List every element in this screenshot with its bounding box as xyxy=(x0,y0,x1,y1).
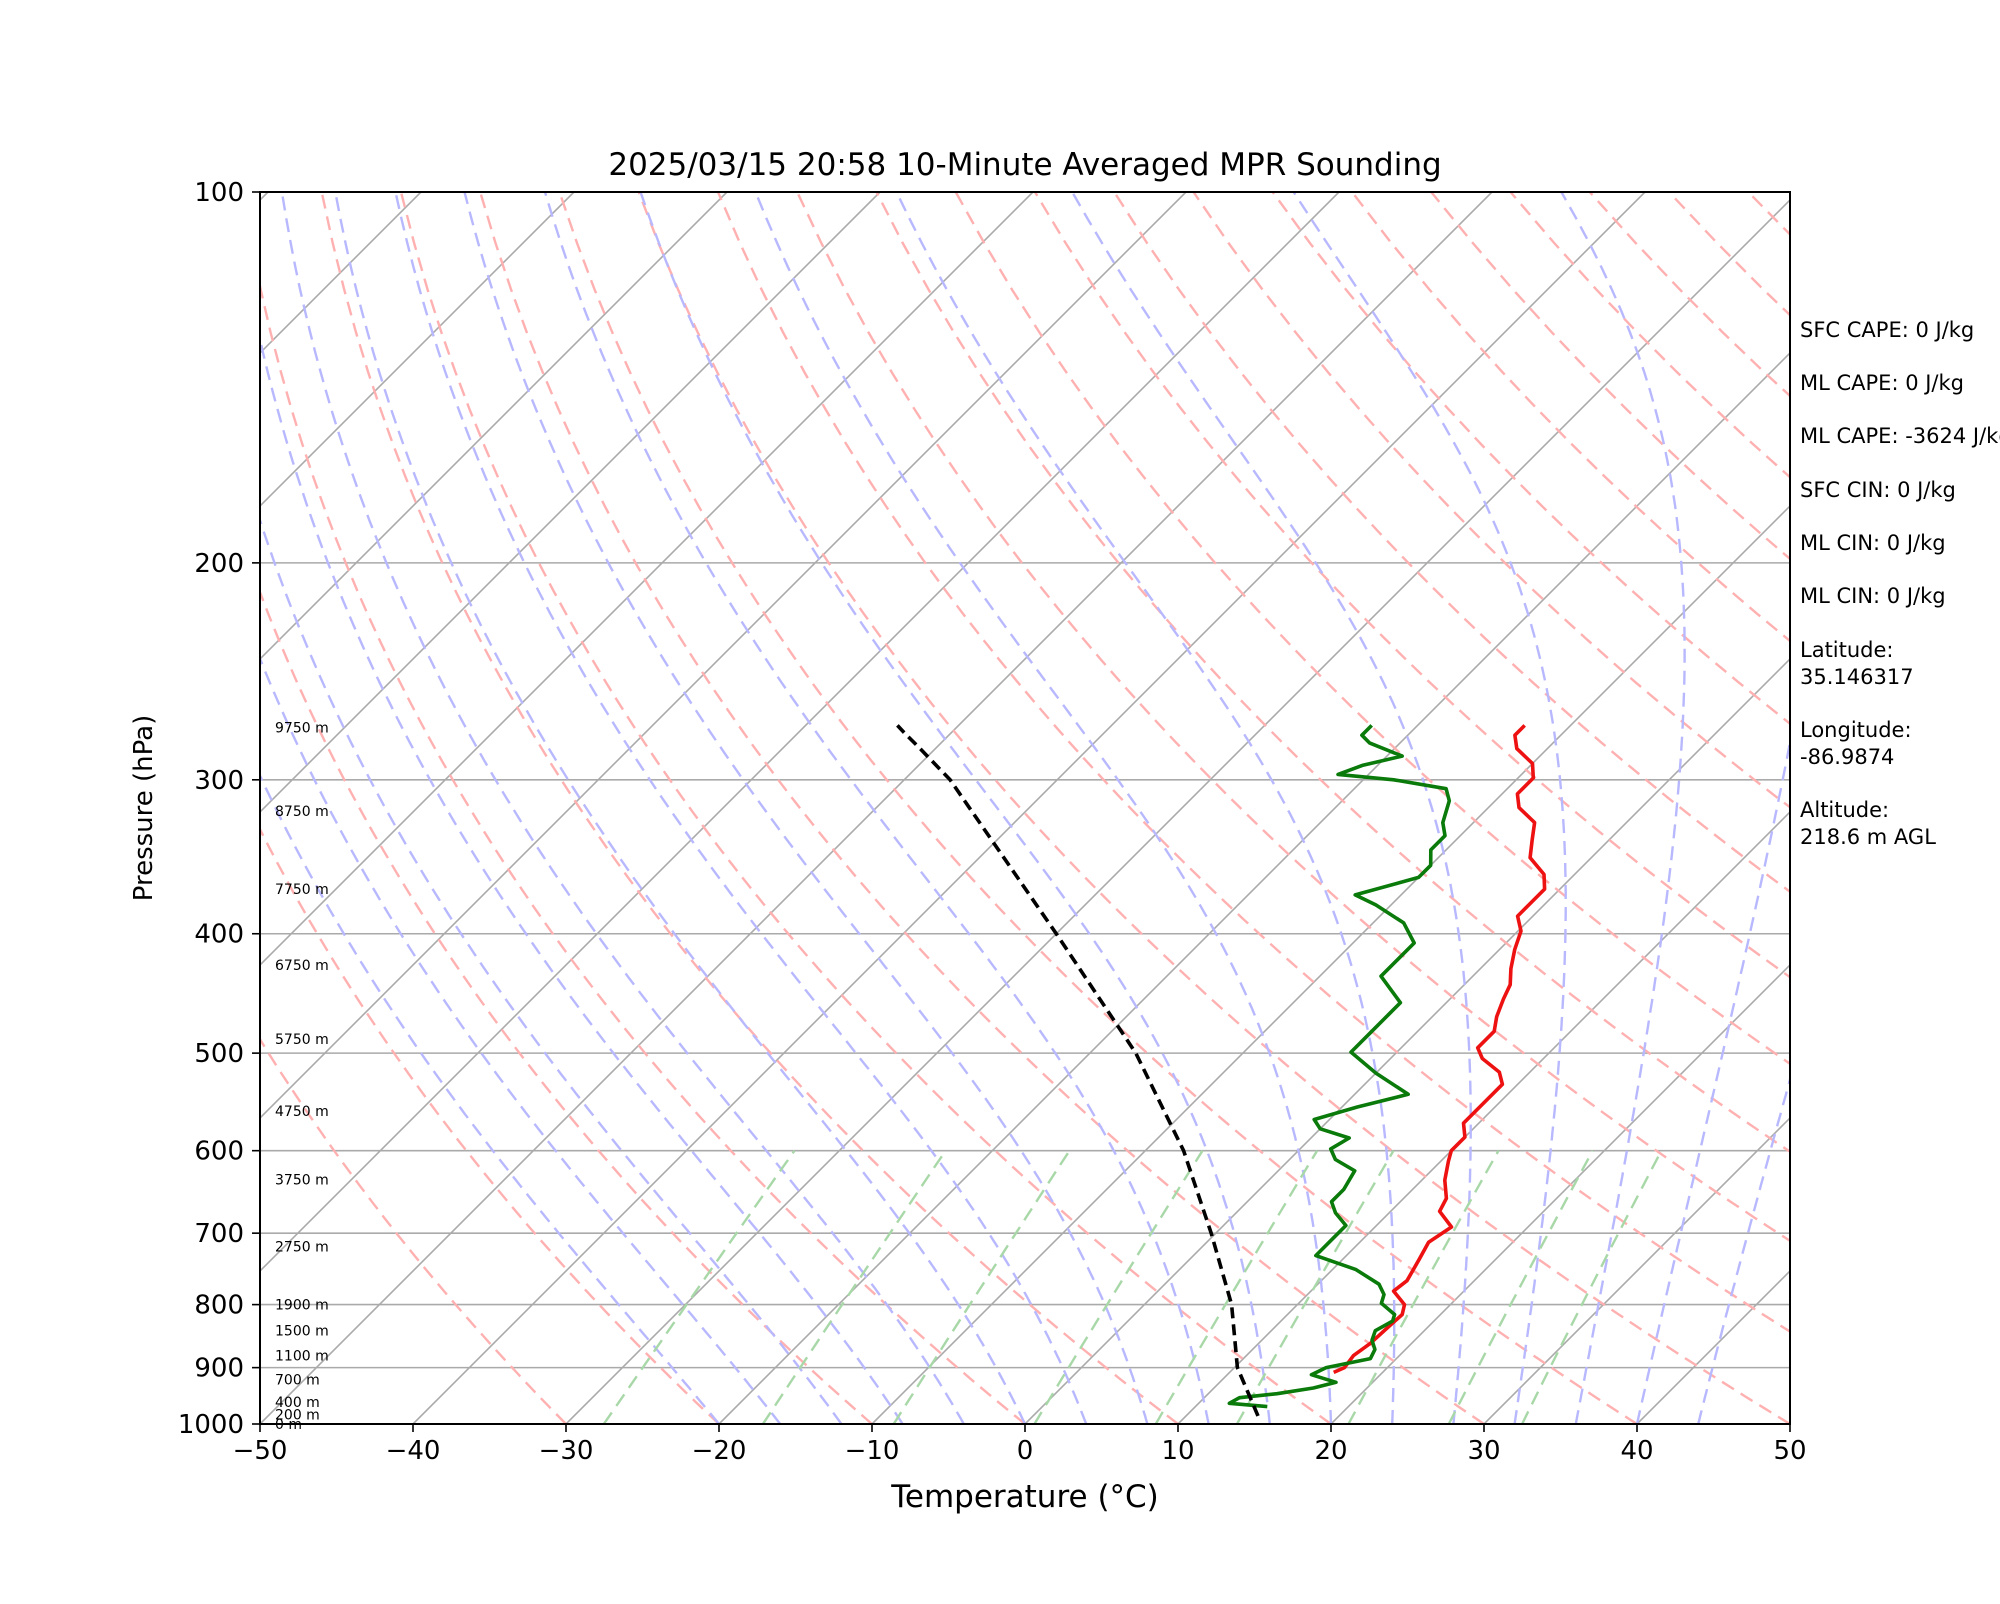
moist-adiabat-line xyxy=(234,192,903,1424)
y-tick-label: 600 xyxy=(194,1137,244,1167)
mixing-ratio-line xyxy=(1156,1151,1317,1424)
moist-adiabat-line xyxy=(335,192,1025,1424)
isotherm-line xyxy=(0,192,727,1424)
height-label: 3750 m xyxy=(275,1172,329,1188)
y-tick-label: 1000 xyxy=(178,1410,244,1440)
y-tick-label: 200 xyxy=(194,549,244,579)
isotherm-line xyxy=(566,192,1798,1424)
chart-title: 2025/03/15 20:58 10-Minute Averaged MPR … xyxy=(608,147,1441,183)
longitude-value: -86.9874 xyxy=(1800,745,1894,769)
x-tick-label: 50 xyxy=(1773,1436,1806,1466)
x-tick-label: 30 xyxy=(1467,1436,1500,1466)
ml-cape-2-text: ML CAPE: -3624 J/kg xyxy=(1800,424,2000,448)
isotherm-line xyxy=(719,192,1951,1424)
ml-cin-2-text: ML CIN: 0 J/kg xyxy=(1800,584,1946,608)
y-tick-label: 400 xyxy=(194,920,244,950)
x-tick-label: 10 xyxy=(1161,1436,1194,1466)
height-label: 1900 m xyxy=(275,1298,329,1314)
info-panel: SFC CAPE: 0 J/kg ML CAPE: 0 J/kg ML CAPE… xyxy=(1800,318,2000,849)
sfc-cape-text: SFC CAPE: 0 J/kg xyxy=(1800,318,1974,342)
y-axis: 100 200 300 400 500 600 700 800 900 1000 xyxy=(178,178,260,1440)
height-label: 6750 m xyxy=(275,958,329,974)
x-tick-label: 20 xyxy=(1314,1436,1347,1466)
y-tick-label: 100 xyxy=(194,178,244,208)
x-axis-label: Temperature (°C) xyxy=(890,1479,1159,1515)
dry-adiabat-line xyxy=(401,192,1331,1424)
x-tick-label: 0 xyxy=(1017,1436,1034,1466)
altitude-label: Altitude: xyxy=(1800,798,1889,822)
parcel-line xyxy=(897,725,1258,1416)
y-tick-label: 800 xyxy=(194,1291,244,1321)
altitude-value: 218.6 m AGL xyxy=(1800,825,1936,849)
isotherm-line xyxy=(0,192,1186,1424)
height-label: 5750 m xyxy=(275,1032,329,1048)
x-tick-label: −30 xyxy=(539,1436,594,1466)
height-label: 700 m xyxy=(275,1372,320,1388)
height-label: 8750 m xyxy=(275,804,329,820)
x-tick-label: 40 xyxy=(1620,1436,1653,1466)
plot-frame xyxy=(260,192,1790,1424)
mixing-ratio-line xyxy=(894,1151,1070,1424)
y-tick-label: 300 xyxy=(194,766,244,796)
moist-adiabat-line xyxy=(282,192,964,1424)
dry-adiabat-line xyxy=(560,192,1638,1424)
y-tick-label: 700 xyxy=(194,1219,244,1249)
height-label: 9750 m xyxy=(275,720,329,736)
ml-cin-text: ML CIN: 0 J/kg xyxy=(1800,531,1946,555)
isotherm-line xyxy=(260,192,1492,1424)
longitude-label: Longitude: xyxy=(1800,718,1912,742)
x-axis: −50 −40 −30 −20 −10 0 10 20 30 40 50 xyxy=(233,1424,1807,1466)
y-tick-label: 900 xyxy=(194,1354,244,1384)
latitude-label: Latitude: xyxy=(1800,638,1894,662)
sfc-cin-text: SFC CIN: 0 J/kg xyxy=(1800,478,1956,502)
moist-adiabat-line xyxy=(1561,192,1684,1424)
mixing-ratio-line xyxy=(604,1151,795,1424)
mixing-ratio-line xyxy=(1522,1151,1661,1424)
latitude-value: 35.146317 xyxy=(1800,665,1914,689)
mixing-ratio-line xyxy=(1034,1151,1202,1424)
height-label: 400 m xyxy=(275,1395,320,1411)
ml-cape-text: ML CAPE: 0 J/kg xyxy=(1800,371,1964,395)
height-label: 7750 m xyxy=(275,882,329,898)
mixing-ratio-line xyxy=(763,1151,946,1424)
x-tick-label: −50 xyxy=(233,1436,288,1466)
height-label: 2750 m xyxy=(275,1240,329,1256)
height-label: 4750 m xyxy=(275,1104,329,1120)
x-tick-label: −10 xyxy=(845,1436,900,1466)
x-tick-label: −20 xyxy=(692,1436,747,1466)
height-label: 1500 m xyxy=(275,1324,329,1340)
x-tick-label: −40 xyxy=(386,1436,441,1466)
dry-adiabat-line xyxy=(639,192,1790,1424)
isotherm-line xyxy=(0,192,115,1424)
height-label: 1100 m xyxy=(275,1349,329,1365)
moist-adiabat-line xyxy=(1072,192,1471,1424)
y-axis-label: Pressure (hPa) xyxy=(129,715,159,902)
y-tick-label: 500 xyxy=(194,1039,244,1069)
sounding-lines xyxy=(897,725,1544,1416)
